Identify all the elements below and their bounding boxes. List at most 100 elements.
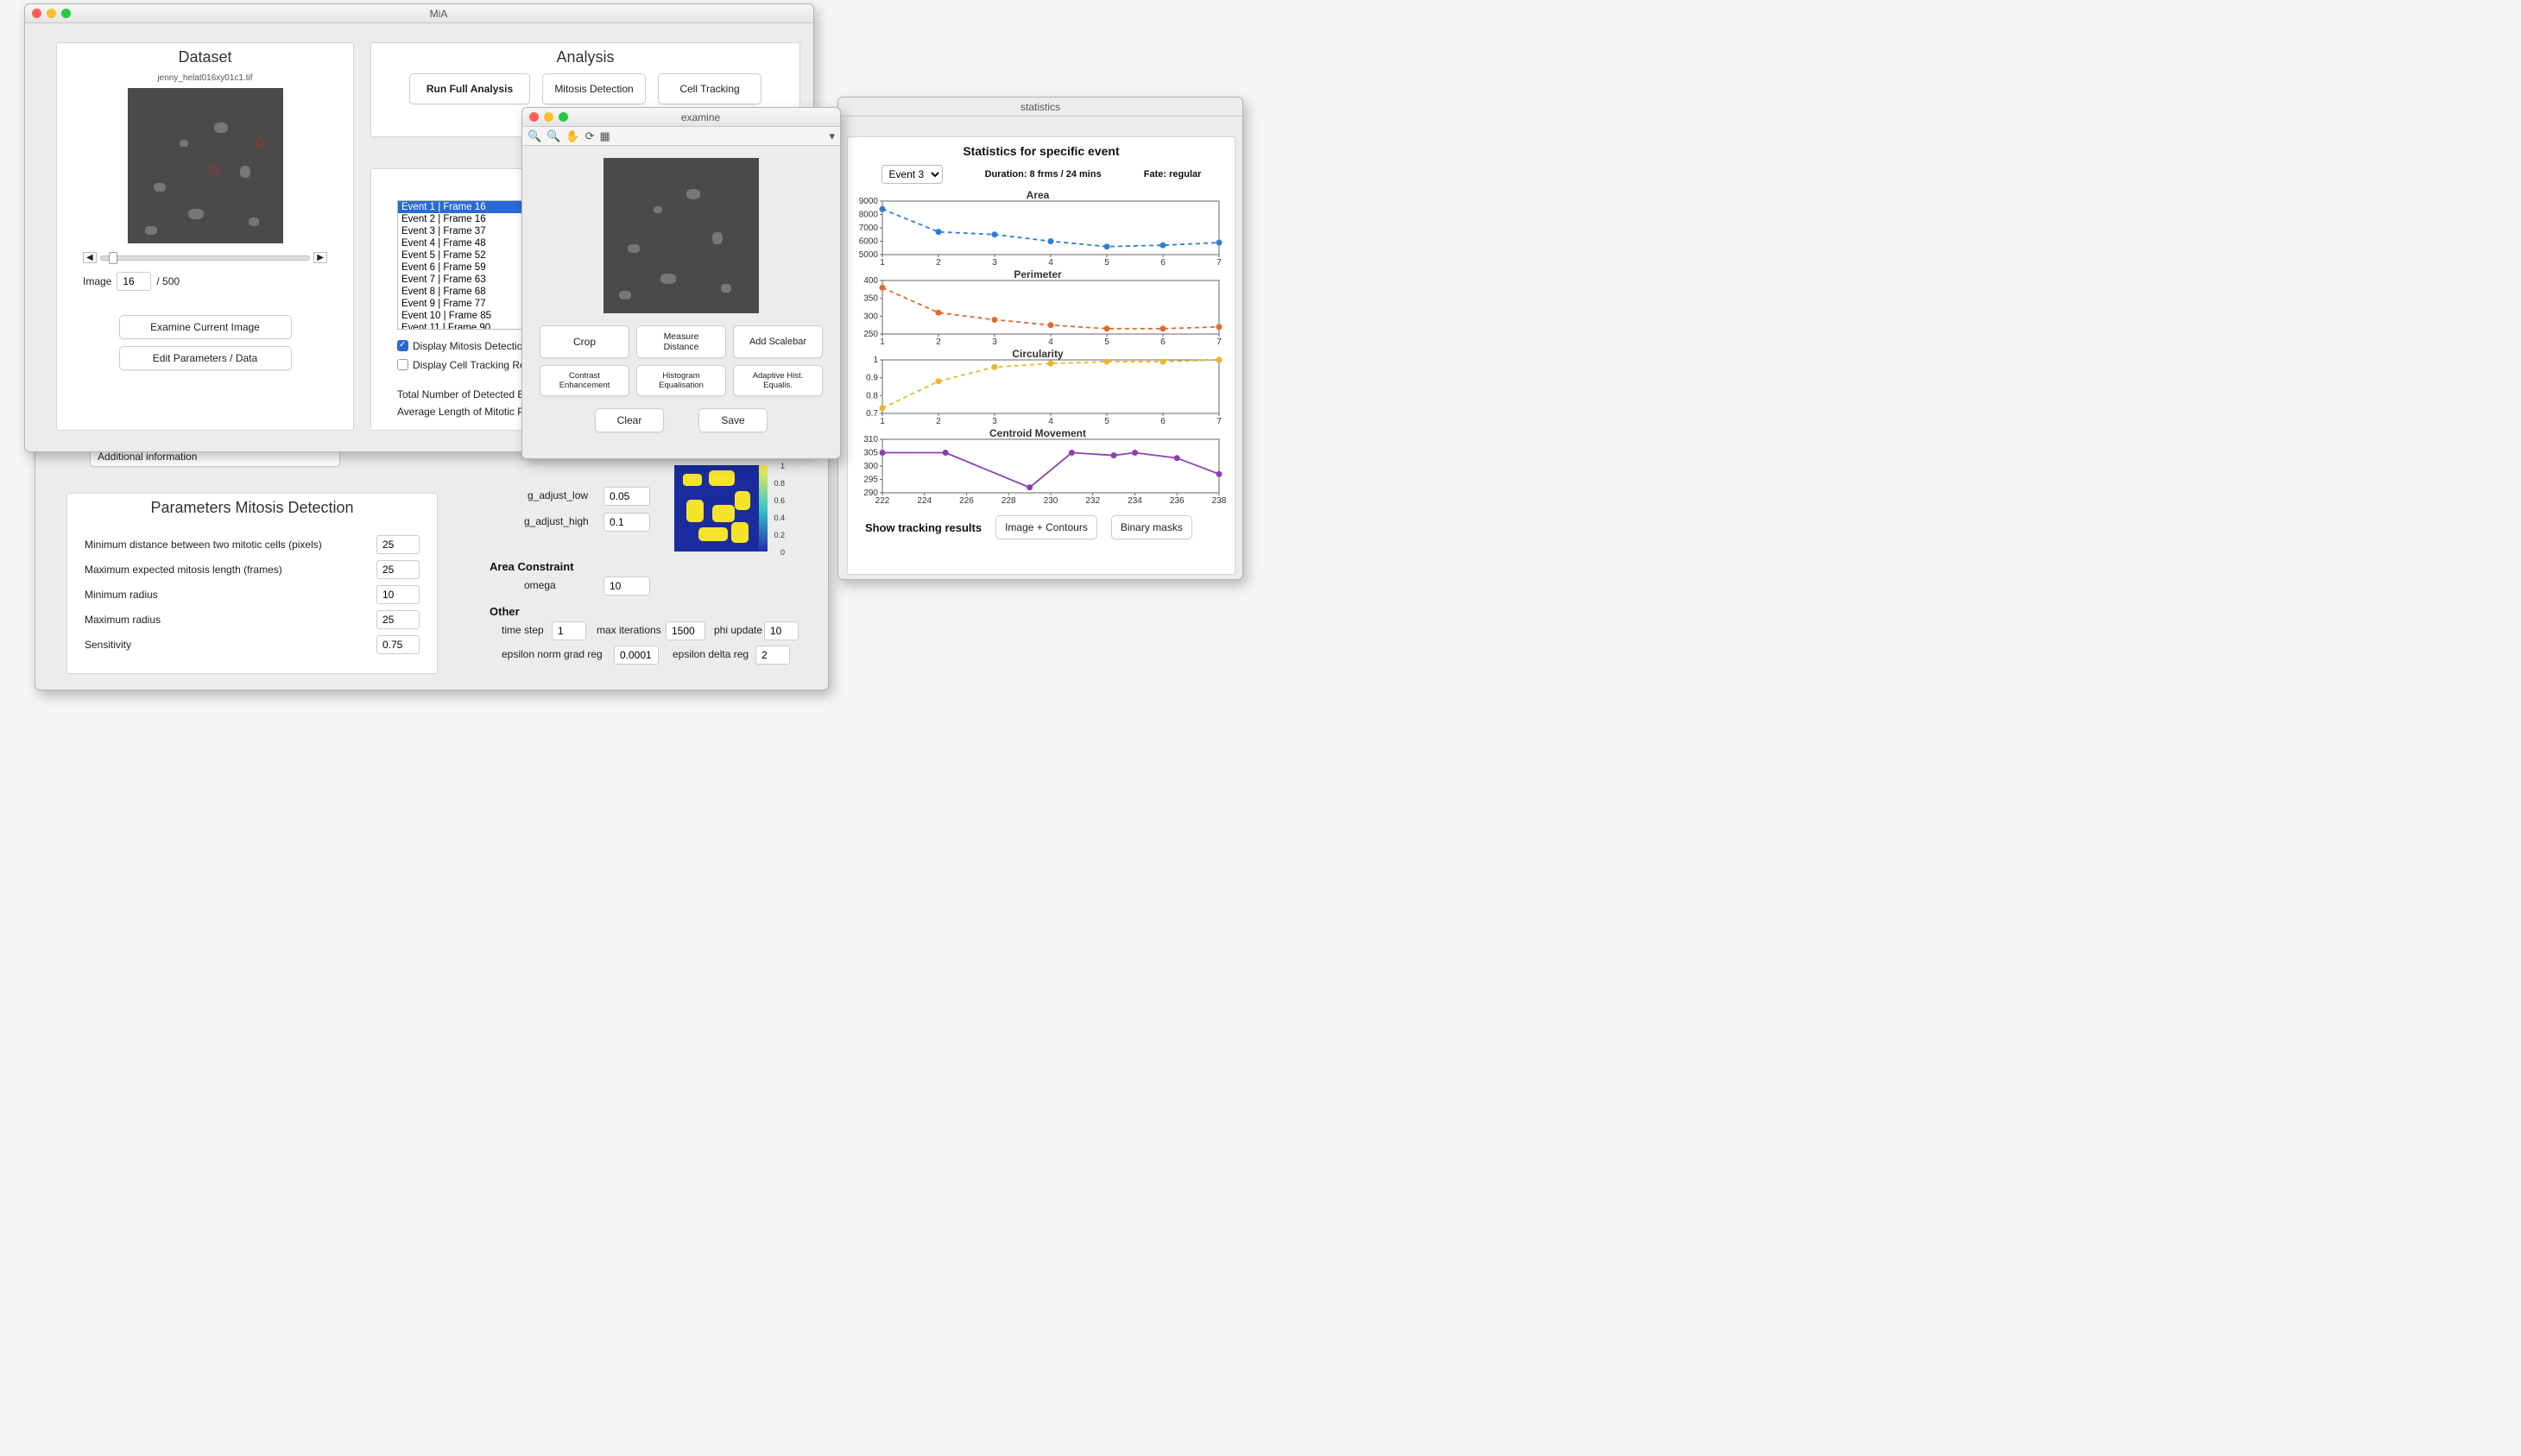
zoom-in-icon[interactable]: 🔍: [528, 129, 541, 143]
menu-icon[interactable]: ▾: [829, 129, 835, 143]
svg-text:6000: 6000: [859, 237, 879, 247]
g-low-input[interactable]: [603, 487, 650, 506]
scalebar-button[interactable]: Add Scalebar: [733, 325, 823, 358]
traffic-lights[interactable]: [529, 112, 568, 122]
stats-title: statistics: [845, 101, 1235, 113]
svg-text:8000: 8000: [859, 211, 879, 220]
svg-text:1: 1: [880, 258, 885, 268]
event-select[interactable]: Event 3: [881, 165, 943, 184]
clear-button[interactable]: Clear: [595, 408, 664, 432]
svg-text:238: 238: [1212, 496, 1227, 506]
svg-text:6: 6: [1160, 258, 1166, 268]
chart-centroid: Centroid Movement29029530030531022222422…: [848, 427, 1228, 507]
maxit-input[interactable]: [666, 621, 705, 640]
slider-right[interactable]: ▶: [313, 252, 327, 263]
svg-text:400: 400: [863, 276, 878, 286]
svg-text:7000: 7000: [859, 224, 879, 233]
event-list-item[interactable]: Event 10 | Frame 85: [398, 310, 526, 322]
param-input[interactable]: [376, 635, 420, 654]
svg-text:2: 2: [936, 258, 941, 268]
g-high-input[interactable]: [603, 513, 650, 532]
maxit-label: max iterations: [597, 624, 661, 636]
svg-text:230: 230: [1044, 496, 1058, 506]
svg-text:236: 236: [1170, 496, 1185, 506]
pan-icon[interactable]: ✋: [565, 129, 579, 143]
colormap-tick: 0: [780, 548, 785, 557]
rotate-icon[interactable]: ⟳: [585, 129, 595, 143]
param-label: Minimum radius: [85, 589, 158, 601]
timestep-label: time step: [502, 624, 544, 636]
run-full-analysis-button[interactable]: Run Full Analysis: [409, 73, 530, 104]
dataset-title: Dataset: [57, 48, 353, 66]
eps2-input[interactable]: [755, 646, 790, 665]
event-list-item[interactable]: Event 2 | Frame 16: [398, 213, 526, 225]
examine-window: examine 🔍 🔍 ✋ ⟳ ▦ ▾ Crop Measure Distanc…: [521, 107, 841, 459]
analysis-title: Analysis: [371, 48, 799, 66]
traffic-lights[interactable]: [32, 9, 71, 18]
dataset-image: [128, 88, 283, 243]
colormap-preview: 10.80.60.40.20: [674, 465, 752, 560]
omega-input[interactable]: [603, 577, 650, 596]
param-input[interactable]: [376, 560, 420, 579]
event-list-item[interactable]: Event 4 | Frame 48: [398, 237, 526, 249]
svg-text:1: 1: [873, 356, 878, 365]
phi-input[interactable]: [764, 621, 799, 640]
slider-left[interactable]: ◀: [83, 252, 97, 263]
omega-label: omega: [524, 579, 556, 591]
event-list-item[interactable]: Event 9 | Frame 77: [398, 298, 526, 310]
examine-titlebar: examine: [522, 108, 840, 127]
image-contours-button[interactable]: Image + Contours: [995, 515, 1097, 539]
param-label: Maximum radius: [85, 614, 161, 626]
timestep-input[interactable]: [552, 621, 586, 640]
event-list-item[interactable]: Event 11 | Frame 90: [398, 322, 526, 330]
colormap-tick: 0.8: [774, 479, 785, 488]
histeq-button[interactable]: Histogram Equalisation: [636, 365, 726, 396]
param-input[interactable]: [376, 610, 420, 629]
contrast-button[interactable]: Contrast Enhancement: [540, 365, 629, 396]
eps1-input[interactable]: [614, 646, 659, 665]
event-list-item[interactable]: Event 5 | Frame 52: [398, 249, 526, 262]
param-input[interactable]: [376, 585, 420, 604]
svg-text:Circularity: Circularity: [1012, 348, 1064, 360]
event-list-item[interactable]: Event 7 | Frame 63: [398, 274, 526, 286]
mitosis-params-title: Parameters Mitosis Detection: [67, 499, 437, 517]
event-list-item[interactable]: Event 3 | Frame 37: [398, 225, 526, 237]
measure-button[interactable]: Measure Distance: [636, 325, 726, 358]
save-button[interactable]: Save: [698, 408, 768, 432]
binary-masks-button[interactable]: Binary masks: [1111, 515, 1192, 539]
image-slider[interactable]: ◀ ▶: [83, 252, 327, 263]
event-list-item[interactable]: Event 8 | Frame 68: [398, 286, 526, 298]
examine-button[interactable]: Examine Current Image: [119, 315, 292, 339]
svg-text:2: 2: [936, 337, 941, 347]
examine-toolbar[interactable]: 🔍 🔍 ✋ ⟳ ▦ ▾: [522, 127, 840, 146]
image-index-input[interactable]: [117, 272, 151, 291]
mitosis-params-panel: Parameters Mitosis Detection Minimum dis…: [66, 493, 438, 674]
svg-text:5: 5: [1104, 258, 1109, 268]
chart-circularity: Circularity0.70.80.911234567: [848, 348, 1228, 427]
examine-image: [603, 158, 759, 313]
event-list-item[interactable]: Event 1 | Frame 16: [398, 201, 526, 213]
svg-text:4: 4: [1048, 258, 1053, 268]
edit-params-button[interactable]: Edit Parameters / Data: [119, 346, 292, 370]
cell-tracking-button[interactable]: Cell Tracking: [658, 73, 761, 104]
param-input[interactable]: [376, 535, 420, 554]
adaptive-button[interactable]: Adaptive Hist. Equalis.: [733, 365, 823, 396]
colormap-tick: 0.4: [774, 514, 785, 522]
svg-text:350: 350: [863, 294, 878, 304]
event-list-item[interactable]: Event 6 | Frame 59: [398, 262, 526, 274]
colormap-tick: 0.2: [774, 531, 785, 539]
eps2-label: epsilon delta reg: [673, 648, 749, 660]
stats-panel: Statistics for specific event Event 3 Du…: [847, 136, 1235, 575]
svg-text:1: 1: [880, 337, 885, 347]
event-listbox[interactable]: Event 1 | Frame 16Event 2 | Frame 16Even…: [397, 200, 527, 330]
show-tracking-label: Show tracking results: [865, 521, 982, 534]
mitosis-detection-button[interactable]: Mitosis Detection: [542, 73, 646, 104]
svg-text:0.8: 0.8: [866, 391, 878, 400]
image-total: / 500: [156, 275, 180, 287]
svg-text:300: 300: [863, 312, 878, 321]
crop-button[interactable]: Crop: [540, 325, 629, 358]
svg-text:310: 310: [863, 435, 878, 444]
data-cursor-icon[interactable]: ▦: [599, 129, 610, 143]
zoom-out-icon[interactable]: 🔍: [547, 129, 560, 143]
dataset-panel: Dataset jenny_helat016xy01c1.tif ◀ ▶ Ima…: [56, 42, 354, 431]
